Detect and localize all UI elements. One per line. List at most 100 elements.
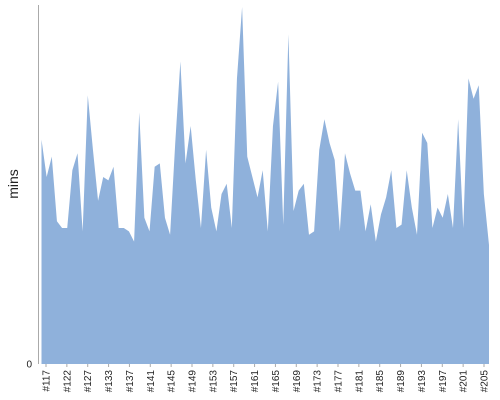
data-point — [40, 138, 43, 141]
data-point — [338, 230, 341, 233]
plot-area — [40, 6, 491, 364]
x-tick-label: #169 — [292, 370, 303, 393]
data-point — [266, 230, 269, 233]
data-point — [400, 223, 403, 226]
data-point — [235, 77, 238, 80]
data-point — [112, 165, 115, 168]
x-tick-label: #193 — [417, 370, 428, 393]
data-point — [210, 206, 213, 209]
x-tick-label: #145 — [167, 370, 178, 393]
data-point — [55, 220, 58, 223]
data-point — [76, 152, 79, 155]
data-point — [225, 182, 228, 185]
y-tick-label: 0 — [26, 360, 32, 371]
data-point — [153, 165, 156, 168]
x-tick-label: #127 — [83, 370, 94, 393]
data-point — [385, 196, 388, 199]
data-point — [71, 169, 74, 172]
x-tick-label: #173 — [313, 370, 324, 393]
data-point — [205, 148, 208, 151]
data-point — [117, 227, 120, 230]
data-point — [184, 162, 187, 165]
data-point — [379, 213, 382, 216]
data-point — [241, 6, 244, 9]
data-point — [251, 176, 254, 179]
data-point — [215, 230, 218, 233]
data-point — [328, 142, 331, 145]
data-point — [318, 148, 321, 151]
data-point — [127, 230, 130, 233]
data-point — [220, 193, 223, 196]
data-point — [467, 77, 470, 80]
data-point — [50, 155, 53, 158]
data-point — [194, 179, 197, 182]
x-tick-label: #177 — [334, 370, 345, 393]
data-point — [451, 227, 454, 230]
x-tick-label: #205 — [480, 370, 491, 393]
data-point — [302, 182, 305, 185]
data-point — [390, 169, 393, 172]
data-point — [441, 216, 444, 219]
data-point — [66, 227, 69, 230]
x-tick-label: #197 — [438, 370, 449, 393]
data-point — [179, 60, 182, 63]
data-point — [374, 240, 377, 243]
data-point — [158, 162, 161, 165]
data-point — [426, 142, 429, 145]
data-point — [405, 169, 408, 172]
x-tick-label: #153 — [208, 370, 219, 393]
data-point — [488, 244, 491, 247]
data-point — [86, 94, 89, 97]
data-point — [148, 230, 151, 233]
x-tick-label: #122 — [62, 370, 73, 393]
data-point — [143, 216, 146, 219]
data-point — [256, 196, 259, 199]
data-point — [169, 233, 172, 236]
data-point — [297, 189, 300, 192]
data-point — [395, 227, 398, 230]
x-tick-label: #165 — [271, 370, 282, 393]
data-point — [45, 176, 48, 179]
data-point — [313, 230, 316, 233]
data-point — [333, 159, 336, 162]
x-tick-label: #137 — [125, 370, 136, 393]
x-axis-ticks: #117 #122 #127 #133 #137 #141 #145 #149 #153 #157… — [42, 364, 491, 392]
data-point — [436, 206, 439, 209]
x-tick-label: #181 — [354, 370, 365, 393]
data-point — [343, 152, 346, 155]
data-point — [354, 189, 357, 192]
data-point — [163, 216, 166, 219]
data-point — [415, 233, 418, 236]
data-point — [457, 118, 460, 121]
x-tick-label: #141 — [146, 370, 157, 393]
x-tick-label: #161 — [250, 370, 261, 393]
data-point — [421, 131, 424, 134]
y-axis-title: mins — [5, 169, 21, 199]
x-tick-label: #117 — [42, 370, 53, 392]
x-tick-label: #157 — [229, 370, 240, 393]
data-point — [482, 193, 485, 196]
data-point — [138, 111, 141, 114]
data-point — [410, 206, 413, 209]
y-axis-ticks: 0 — [26, 360, 32, 371]
data-point — [477, 84, 480, 87]
data-point — [81, 230, 84, 233]
x-tick-label: #201 — [459, 370, 470, 393]
data-point — [287, 33, 290, 36]
data-point — [323, 118, 326, 121]
x-tick-label: #133 — [104, 370, 115, 393]
data-point — [431, 227, 434, 230]
data-point — [97, 199, 100, 202]
data-point — [174, 142, 177, 145]
data-point — [122, 227, 125, 230]
data-point — [307, 233, 310, 236]
data-point — [369, 203, 372, 206]
data-point — [359, 189, 362, 192]
data-point — [102, 176, 105, 179]
data-point — [246, 155, 249, 158]
data-point — [472, 97, 475, 100]
data-point — [133, 240, 136, 243]
data-point — [107, 179, 110, 182]
data-point — [277, 80, 280, 83]
